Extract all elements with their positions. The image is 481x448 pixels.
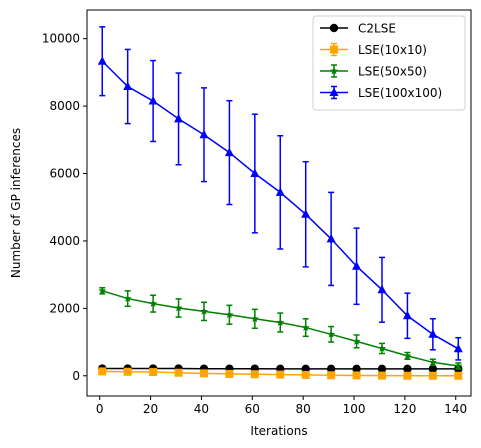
data-point [301,209,311,218]
data-point [428,358,437,366]
data-point [149,299,158,308]
y-tick-label: 8000 [49,99,80,113]
data-point [403,371,412,380]
data-point [326,233,336,243]
data-point [326,364,336,374]
data-point [275,187,285,196]
data-point [98,367,107,376]
data-point [225,369,234,378]
legend-entry: C2LSE [320,22,396,36]
data-point [352,337,361,345]
data-point [123,81,133,91]
data-point [98,286,107,295]
data-point [301,370,310,379]
series-lse-50x50- [98,286,463,370]
data-point [428,371,437,380]
data-point [403,364,412,374]
data-point [403,351,412,360]
x-axis-label: Iterations [250,424,307,438]
data-point [250,168,260,178]
data-point [149,368,158,377]
data-point [97,56,107,65]
data-point [377,284,387,294]
data-point [174,303,183,312]
legend: C2LSE LSE(10x10) LSE(50x50) LSE(100x100) [312,15,466,111]
x-tick-label: 40 [194,402,209,416]
series-lse-10x10- [98,367,463,380]
data-point [327,330,336,338]
data-point [123,294,132,302]
data-point [276,370,285,379]
legend-label: LSE(100x100) [358,86,442,100]
data-point [148,96,158,105]
x-axis-ticks: 0 20 40 60 80 100 120 140 [96,396,467,416]
y-tick-label: 6000 [49,167,80,181]
data-point [174,368,183,377]
data-point [327,371,336,380]
legend-box [312,15,466,111]
data-point [224,147,234,157]
x-tick-label: 20 [143,402,158,416]
data-point [377,371,386,380]
data-point [352,261,362,270]
legend-entry: LSE(10x10) [320,42,427,57]
data-point [199,307,208,315]
y-tick-label: 0 [72,369,80,383]
y-axis-label: Number of GP inferences [9,128,23,278]
data-point [378,344,386,352]
legend-marker [330,45,338,54]
y-tick-label: 4000 [49,234,80,248]
legend-entry: LSE(50x50) [320,64,427,79]
data-point [352,371,361,380]
legend-label: C2LSE [358,22,396,36]
data-point [454,371,463,380]
legend-label: LSE(50x50) [358,65,427,79]
data-point [225,310,234,319]
data-point [428,364,438,374]
legend-marker [329,87,339,96]
data-point [276,318,285,326]
data-point [199,129,209,139]
y-tick-label: 10000 [42,32,80,46]
x-tick-label: 100 [343,402,366,416]
x-tick-label: 80 [296,402,311,416]
plot-frame [86,9,472,397]
legend-entry: LSE(100x100) [320,85,442,100]
y-tick-label: 2000 [49,301,80,315]
legend-marker [329,23,339,33]
x-tick-label: 0 [96,402,104,416]
data-point [454,361,463,370]
y-axis-ticks: 0 2000 4000 6000 8000 10000 [42,32,87,383]
x-tick-label: 60 [245,402,260,416]
data-point [377,364,387,374]
plot-area [97,26,463,380]
data-point [250,314,259,323]
data-point [428,329,438,338]
data-point [199,369,208,378]
series-lse-100x100- [97,26,463,361]
data-point [301,323,310,331]
data-point [453,343,463,353]
x-tick-label: 140 [444,402,467,416]
data-point [402,310,412,320]
data-point [352,364,361,374]
legend-marker [330,66,338,75]
data-point [250,370,259,379]
x-tick-label: 120 [393,402,416,416]
data-point [123,367,132,376]
data-point [174,113,184,123]
legend-label: LSE(10x10) [358,43,427,57]
